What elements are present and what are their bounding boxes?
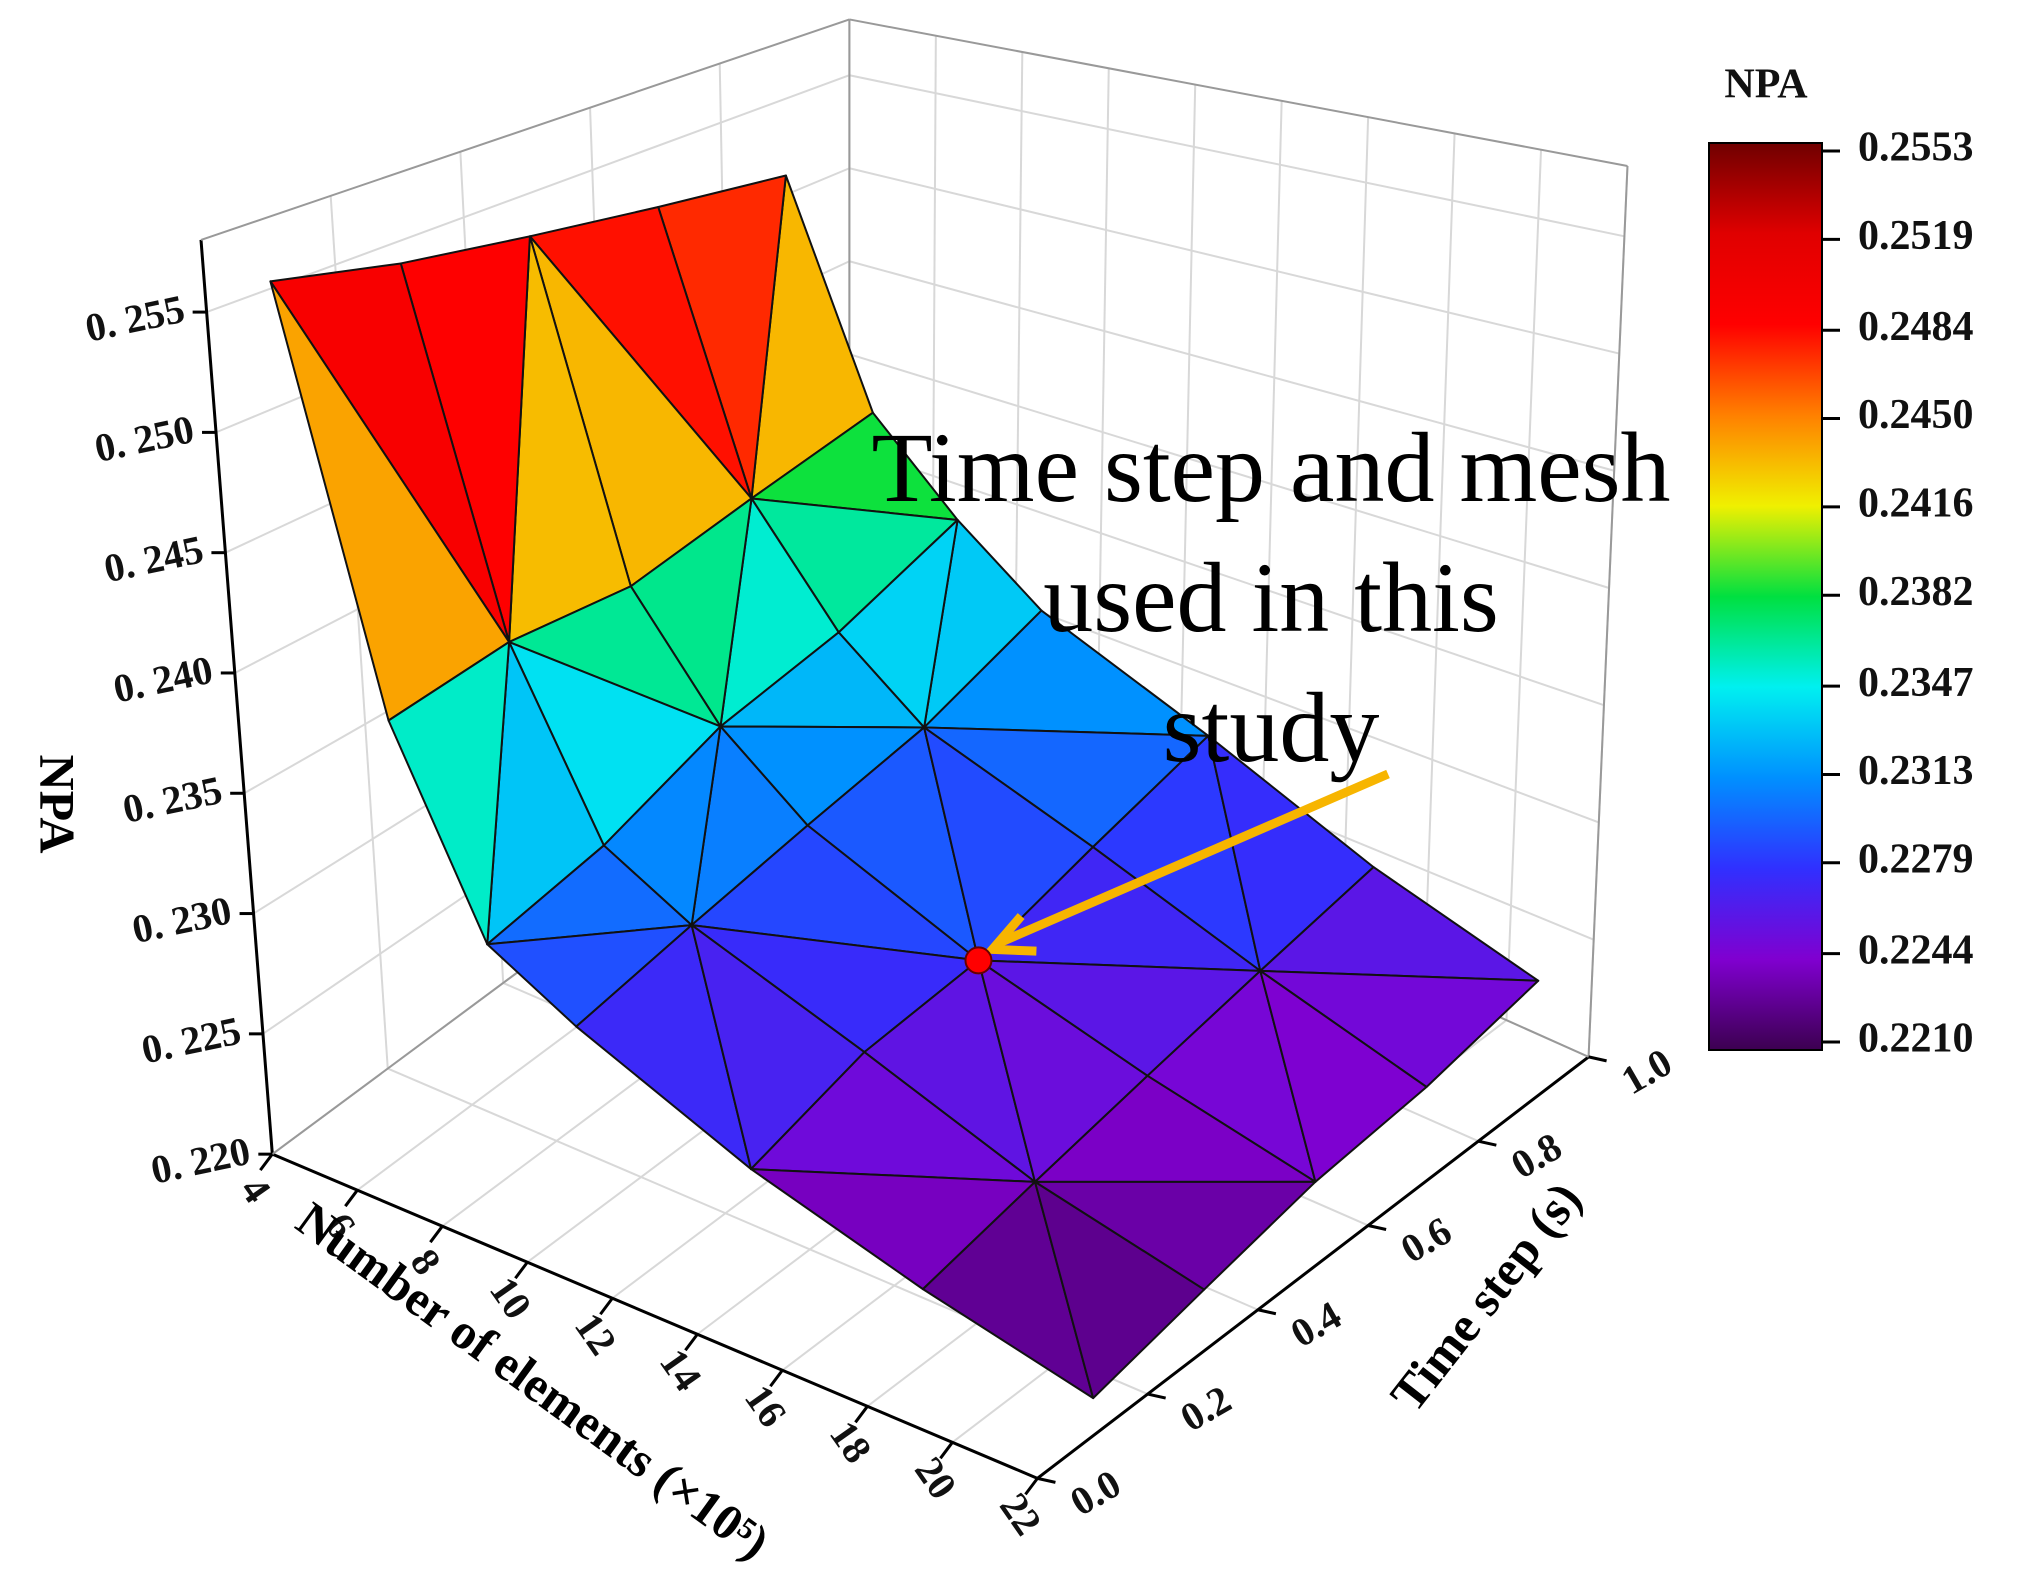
- x-tick-label: 22: [991, 1485, 1051, 1544]
- y-tick: [1478, 1139, 1497, 1147]
- colorbar-title: NPA: [1724, 62, 1808, 108]
- colorbar: [1708, 142, 1823, 1051]
- annotation-line: used in this: [1043, 542, 1499, 653]
- surface-facet: [1034, 1180, 1206, 1400]
- grid-line: [1341, 117, 1370, 947]
- y-tick-label: 1.0: [1614, 1039, 1680, 1103]
- x-tick: [599, 1297, 614, 1316]
- box-edge: [1587, 165, 1629, 1057]
- x-tick: [429, 1225, 444, 1244]
- z-tick-label: 0. 255: [81, 286, 188, 351]
- y-tick: [1037, 1476, 1056, 1484]
- x-tick: [514, 1261, 529, 1280]
- colorbar-tick-label: 0.2416: [1858, 481, 1974, 527]
- axis-line: [1036, 1055, 1590, 1480]
- z-tick-label: 0. 230: [128, 887, 235, 952]
- y-tick: [1147, 1392, 1166, 1400]
- colorbar-tick-label: 0.2450: [1858, 392, 1974, 438]
- x-tick-label: 20: [906, 1449, 966, 1508]
- x-tick-label: 14: [651, 1340, 711, 1399]
- colorbar-tick-label: 0.2279: [1858, 836, 1974, 882]
- annotation-line: study: [1163, 672, 1380, 783]
- x-tick-label: 18: [821, 1413, 881, 1472]
- box-edge: [200, 18, 850, 241]
- colorbar-tick-label: 0.2244: [1858, 927, 1974, 973]
- colorbar-tick-label: 0.2519: [1858, 213, 1974, 259]
- x-tick: [1024, 1477, 1039, 1496]
- z-tick-label: 0. 240: [109, 647, 216, 712]
- x-tick: [684, 1333, 699, 1352]
- labels: 0. 220 0. 225 0. 230 0. 235 0. 240 0. 245 0. 2…: [81, 125, 1973, 1544]
- surface-facet: [1259, 969, 1428, 1183]
- surface: [269, 174, 1540, 1400]
- y-tick-label: 0.4: [1283, 1292, 1349, 1356]
- annotation-arrowhead: [982, 913, 1037, 956]
- z-tick-label: 0. 235: [119, 767, 226, 832]
- colorbar-tick-label: 0.2347: [1858, 660, 1974, 706]
- x-tick-label: 12: [566, 1304, 626, 1363]
- z-tick-label: 0. 225: [138, 1008, 245, 1073]
- surface-facet: [387, 641, 511, 946]
- x-tick: [769, 1369, 784, 1388]
- x-tick: [259, 1153, 274, 1172]
- highlight-point: [964, 946, 993, 975]
- y-tick-label: 0.2: [1173, 1376, 1239, 1440]
- grid-line: [849, 446, 1605, 707]
- y-tick: [1257, 1308, 1277, 1316]
- y-tick-label: 0.6: [1393, 1208, 1459, 1272]
- y-axis-title: Time step (s): [1379, 1171, 1592, 1421]
- colorbar-tick-label: 0.2553: [1858, 125, 1974, 171]
- grid-line: [849, 74, 1625, 238]
- z-tick-label: 0. 220: [147, 1128, 254, 1193]
- grid-line: [1423, 133, 1456, 984]
- grid-line: [849, 260, 1615, 472]
- x-tick: [854, 1405, 869, 1424]
- grid-line: [849, 353, 1610, 589]
- grid-line: [206, 74, 850, 314]
- grid-line: [1505, 149, 1543, 1021]
- y-tick: [1367, 1224, 1387, 1231]
- y-tick-label: 0.8: [1503, 1123, 1569, 1187]
- x-axis-title: Number of elements (×10⁵): [287, 1191, 780, 1571]
- z-tick-label: 0. 245: [100, 526, 207, 591]
- grid-line: [849, 167, 1620, 355]
- axis-line: [199, 239, 274, 1155]
- x-tick: [939, 1441, 954, 1460]
- axis-line: [271, 1152, 1039, 1480]
- colorbar-tick-label: 0.2210: [1858, 1016, 1974, 1062]
- x-tick: [344, 1189, 359, 1208]
- grid-line: [1259, 100, 1283, 910]
- box-edge: [849, 18, 1628, 167]
- annotation-arrow: [998, 769, 1390, 947]
- y-tick: [1588, 1055, 1607, 1063]
- z-tick-label: 0. 250: [91, 406, 198, 471]
- colorbar-tick-label: 0.2484: [1858, 304, 1974, 350]
- colorbar-tick-label: 0.2382: [1858, 569, 1974, 615]
- colorbar-tick-label: 0.2313: [1858, 748, 1974, 794]
- y-tick-label: 0.0: [1062, 1461, 1128, 1525]
- x-tick-label: 16: [736, 1377, 796, 1436]
- z-axis-title: NPA: [30, 754, 86, 853]
- annotation-line: Time step and mesh: [871, 412, 1670, 523]
